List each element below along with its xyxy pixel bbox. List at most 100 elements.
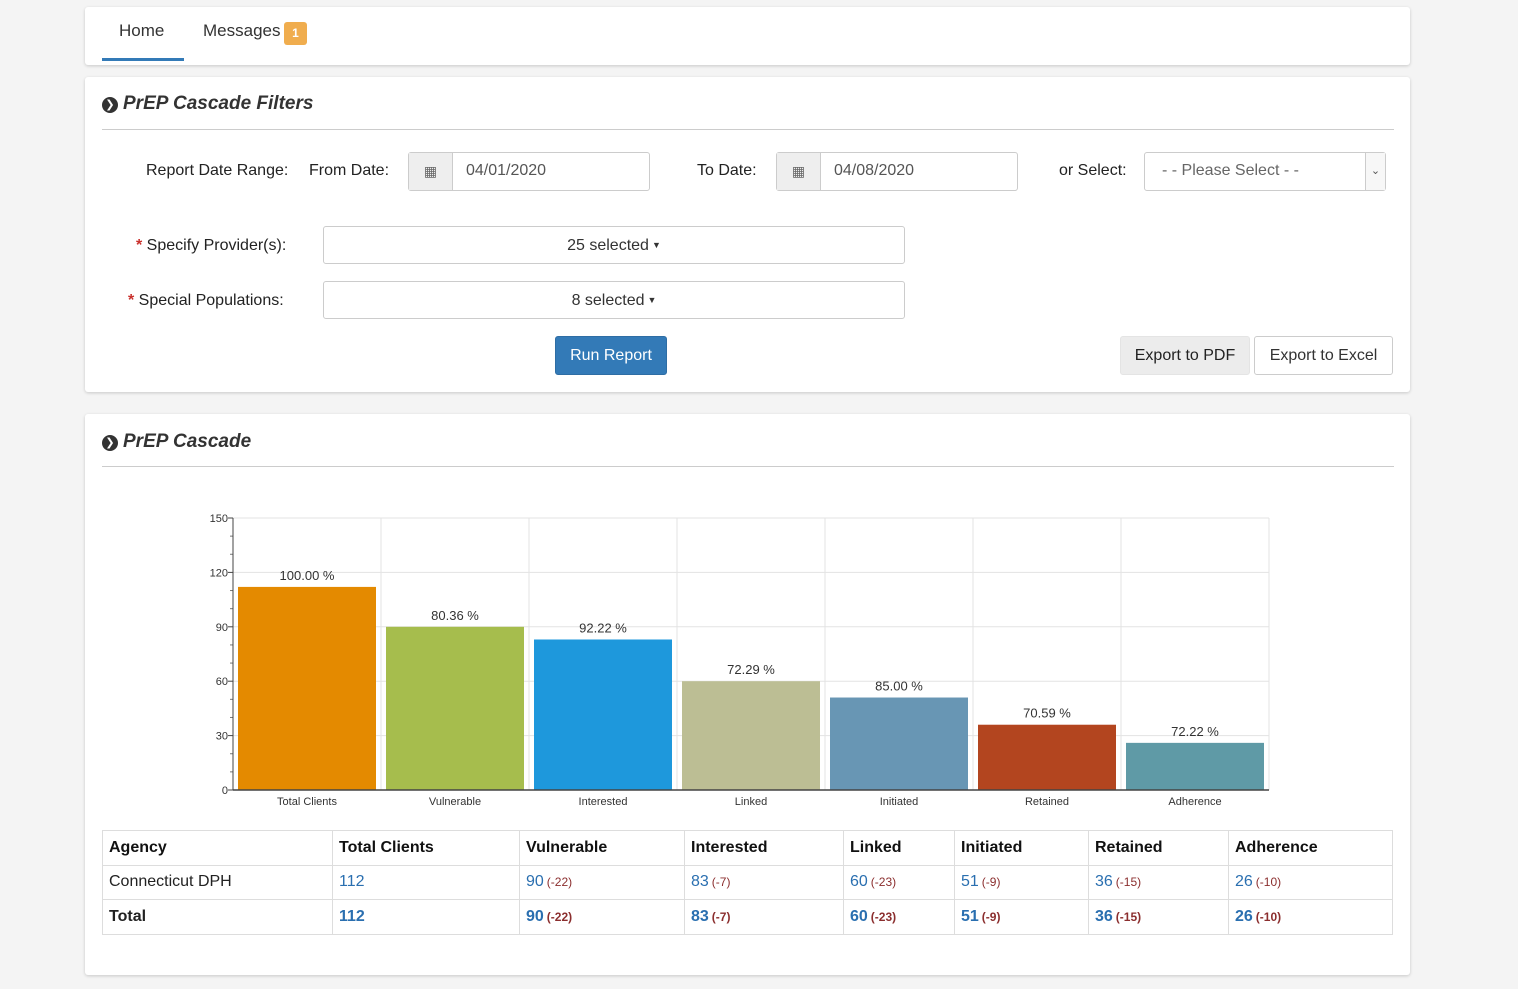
bar-total-clients: [238, 586, 376, 790]
count-link[interactable]: 60: [850, 873, 868, 891]
chevron-down-icon: ⌄: [1365, 153, 1385, 190]
count-link[interactable]: 83: [691, 907, 709, 925]
filters-title: PrEP Cascade Filters: [123, 93, 314, 114]
delta-value: (-15): [1115, 909, 1142, 924]
populations-value: 8 selected: [571, 292, 645, 309]
run-report-button[interactable]: Run Report: [555, 336, 667, 375]
chevron-circle-right-icon: ❯: [102, 435, 118, 451]
bar-vulnerable: [386, 626, 524, 790]
date-range-label: Report Date Range:: [146, 162, 289, 179]
table-cell: 51 (-9): [954, 899, 1089, 935]
date-preset-select[interactable]: - - Please Select - - ⌄: [1144, 152, 1386, 191]
tab-messages[interactable]: Messages: [203, 21, 281, 40]
count-link[interactable]: 36: [1095, 907, 1113, 925]
cascade-heading[interactable]: ❯ PrEP Cascade: [102, 431, 251, 453]
count-link[interactable]: 60: [850, 907, 868, 925]
export-excel-button[interactable]: Export to Excel: [1254, 336, 1393, 375]
cascade-bar-chart: 0 30 60 90 120 150 100.00 % Total Clients 80.36 …: [210, 513, 1270, 808]
x-tick-label: Total Clients: [277, 796, 337, 808]
divider: [102, 129, 1394, 130]
table-cell: 26 (-10): [1228, 899, 1393, 935]
delta-value: (-15): [1115, 875, 1142, 890]
column-header: Agency: [102, 830, 333, 866]
delta-value: (-23): [870, 909, 897, 924]
count-link[interactable]: 90: [526, 873, 544, 891]
table-cell: 112: [332, 864, 520, 900]
count-link[interactable]: 36: [1095, 873, 1113, 891]
required-asterisk: *: [136, 237, 147, 254]
delta-value: (-7): [711, 909, 731, 924]
y-tick-label: 60: [216, 676, 228, 688]
bar-data-label: 72.22 %: [1171, 724, 1219, 739]
table-cell: 26 (-10): [1228, 864, 1393, 900]
nav-bar: Home Messages 1: [85, 7, 1410, 65]
providers-label: * Specify Provider(s):: [136, 237, 286, 255]
agency-cell: Total: [102, 899, 333, 935]
cascade-table: Agency Total Clients Vulnerable Interest…: [102, 830, 1393, 935]
bar-data-label: 85.00 %: [875, 679, 923, 694]
count-link[interactable]: 90: [526, 907, 544, 925]
from-date-label: From Date:: [309, 162, 390, 179]
delta-value: (-10): [1255, 875, 1282, 890]
y-tick-label: 90: [216, 622, 228, 634]
providers-multiselect[interactable]: 25 selected ▼: [323, 226, 905, 264]
populations-label-text: Special Populations:: [138, 292, 284, 309]
table-cell: 51 (-9): [954, 864, 1089, 900]
y-tick-label: 150: [210, 513, 228, 525]
table-header-row: Agency Total Clients Vulnerable Interest…: [102, 830, 1393, 866]
bar-initiated: [830, 697, 968, 790]
count-link[interactable]: 26: [1235, 907, 1253, 925]
y-tick-label: 120: [210, 567, 228, 579]
bar-data-label: 100.00 %: [280, 568, 335, 583]
count-link[interactable]: 83: [691, 873, 709, 891]
table-cell: 112: [332, 899, 520, 935]
to-date-label: To Date:: [697, 162, 757, 179]
to-date-field[interactable]: ▦ 04/08/2020: [776, 152, 1018, 191]
table-cell: 90 (-22): [519, 864, 685, 900]
bar-adherence: [1126, 742, 1264, 790]
populations-multiselect[interactable]: 8 selected ▼: [323, 281, 905, 319]
to-date-input[interactable]: 04/08/2020: [834, 162, 915, 179]
chevron-circle-right-icon: ❯: [102, 97, 118, 113]
bar-retained: [978, 724, 1116, 790]
bar-linked: [682, 681, 820, 790]
count-link[interactable]: 112: [339, 873, 365, 891]
messages-count-badge: 1: [284, 22, 307, 45]
from-date-input[interactable]: 04/01/2020: [466, 162, 547, 179]
delta-value: (-10): [1255, 909, 1282, 924]
populations-label: * Special Populations:: [128, 292, 284, 310]
export-pdf-button[interactable]: Export to PDF: [1120, 336, 1250, 375]
column-header: Retained: [1088, 830, 1229, 866]
count-link[interactable]: 51: [961, 873, 979, 891]
delta-value: (-9): [981, 875, 1001, 890]
active-tab-indicator: [102, 58, 184, 61]
bar-data-label: 92.22 %: [579, 620, 627, 635]
calendar-icon[interactable]: ▦: [777, 153, 821, 190]
table-cell: 36 (-15): [1088, 864, 1229, 900]
x-tick-label: Retained: [1025, 796, 1069, 808]
bar-data-label: 72.29 %: [727, 662, 775, 677]
delta-value: (-9): [981, 909, 1001, 924]
cascade-panel: ❯ PrEP Cascade 0 30 60 90 120 150 100.00 % Total…: [85, 414, 1410, 975]
bar-data-label: 70.59 %: [1023, 706, 1071, 721]
from-date-field[interactable]: ▦ 04/01/2020: [408, 152, 650, 191]
providers-value: 25 selected: [567, 237, 649, 254]
count-link[interactable]: 26: [1235, 873, 1253, 891]
filters-heading[interactable]: ❯ PrEP Cascade Filters: [102, 93, 313, 115]
caret-down-icon: ▼: [647, 295, 657, 305]
tab-home[interactable]: Home: [119, 21, 165, 40]
table-cell: 60 (-23): [843, 864, 955, 900]
date-preset-value: - - Please Select - -: [1162, 162, 1299, 179]
column-header: Linked: [843, 830, 955, 866]
required-asterisk: *: [128, 292, 139, 309]
column-header: Vulnerable: [519, 830, 685, 866]
x-tick-label: Linked: [735, 796, 767, 808]
count-link[interactable]: 112: [339, 907, 365, 925]
cascade-title: PrEP Cascade: [123, 431, 252, 452]
count-link[interactable]: 51: [961, 907, 979, 925]
table-total-row: Total 112 90 (-22) 83 (-7) 60 (-23) 51 (-9) …: [102, 899, 1393, 935]
caret-down-icon: ▼: [651, 240, 661, 250]
calendar-icon[interactable]: ▦: [409, 153, 453, 190]
table-cell: 36 (-15): [1088, 899, 1229, 935]
bar-interested: [534, 639, 672, 790]
